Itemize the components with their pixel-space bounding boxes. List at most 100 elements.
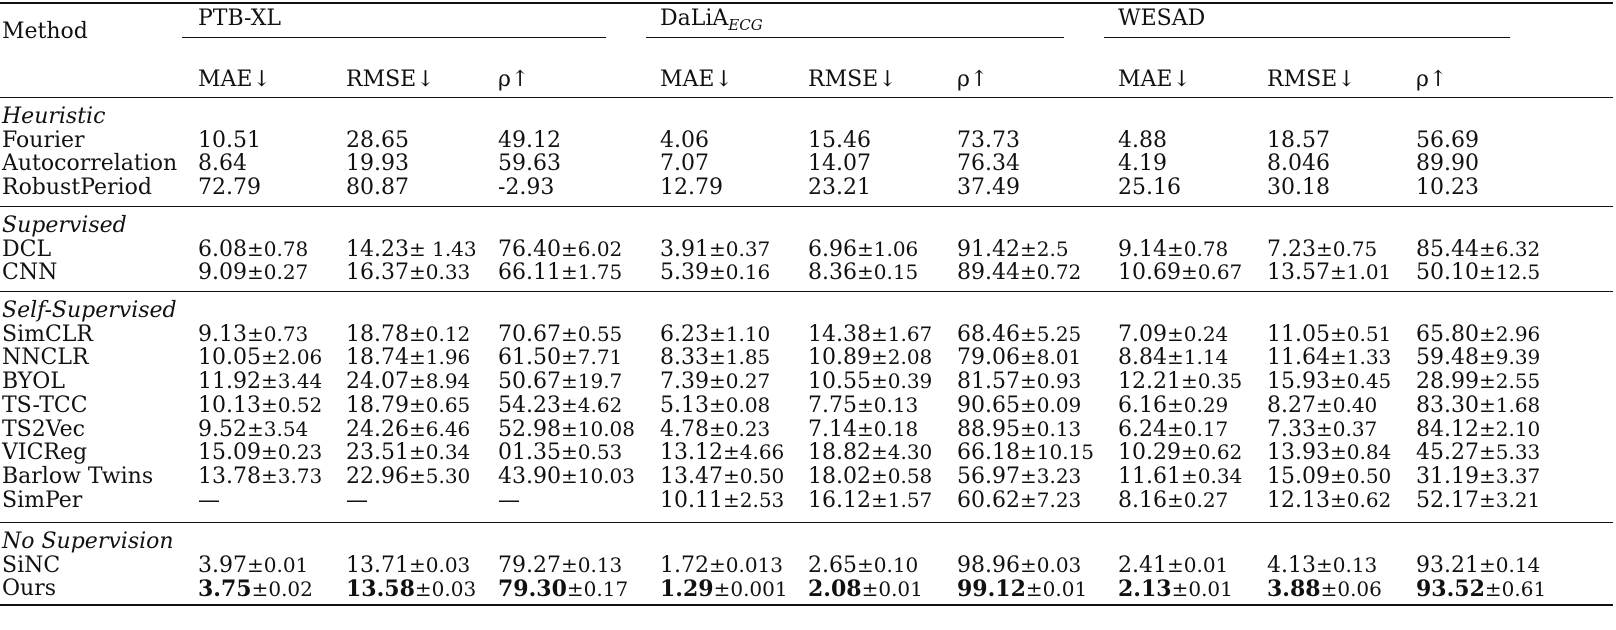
table-cell: 10.13±0.52 — [198, 392, 322, 418]
cell-value: 99.12 — [957, 576, 1026, 603]
cell-std: ±0.09 — [1019, 392, 1082, 417]
cell-value: 1.72 — [660, 552, 709, 578]
metric-header: MAE↓ — [660, 67, 733, 92]
section-rule — [0, 291, 1613, 292]
table-cell: 43.90±10.03 — [498, 463, 635, 488]
table-cell: 4.78±0.23 — [660, 418, 770, 441]
cell-value: 13.57 — [1267, 260, 1330, 286]
method-name: TS2Vec — [2, 416, 85, 442]
table-cell: 93.52±0.61 — [1416, 578, 1546, 601]
table-cell: 19.93 — [346, 153, 409, 175]
section-title: Supervised — [2, 213, 127, 238]
cell-std: ±1.68 — [1478, 392, 1541, 417]
cell-std: ±1.33 — [1329, 345, 1392, 370]
method-name: Autocorrelation — [2, 151, 178, 177]
cell-value: 76.40 — [498, 236, 561, 262]
section-title: Self-Supervised — [2, 298, 177, 323]
cell-std: ±1.96 — [408, 345, 471, 370]
cell-std: ±0.27 — [708, 369, 771, 394]
cell-value: 68.46 — [957, 321, 1020, 347]
cell-value: 16.12 — [808, 487, 871, 513]
cell-std: ±2.06 — [260, 345, 323, 370]
cell-value: 13.12 — [660, 440, 723, 466]
group-header-dalia-label: DaLiA — [660, 6, 729, 31]
cell-std: ±2.10 — [1478, 416, 1541, 441]
cell-value: 24.07 — [346, 369, 409, 395]
cell-std: ±0.01 — [861, 577, 923, 602]
cell-value: 8.64 — [198, 151, 247, 177]
table-cell: 31.19±3.37 — [1416, 463, 1540, 489]
table-cell: 18.74±1.96 — [346, 347, 470, 369]
cell-std: ±1.85 — [708, 345, 771, 370]
table-cell: 9.13±0.73 — [198, 323, 308, 346]
cell-value: 9.09 — [198, 260, 247, 286]
cell-std: ±6.02 — [560, 236, 623, 261]
table-cell: 2.13±0.01 — [1118, 578, 1233, 601]
cell-value: 93.21 — [1416, 552, 1479, 578]
cell-value: 31.19 — [1416, 463, 1479, 489]
cell-value: 15.09 — [198, 440, 261, 466]
table-cell: 56.69 — [1416, 127, 1479, 153]
cell-std: ±2.55 — [1478, 369, 1541, 394]
table-cell: 4.19 — [1118, 153, 1167, 175]
cell-value: 66.11 — [498, 260, 561, 286]
cell-value: 52.98 — [498, 416, 561, 442]
cell-value: 10.89 — [808, 345, 871, 371]
table-cell: 6.23±1.10 — [660, 323, 770, 346]
cell-value: 70.67 — [498, 321, 561, 347]
method-name: NNCLR — [2, 345, 89, 371]
cell-std: ±12.5 — [1478, 260, 1541, 285]
table-cell: 13.78±3.73 — [198, 463, 323, 488]
table-cell: 61.50±7.71 — [498, 347, 622, 369]
cell-value: 12.79 — [660, 175, 723, 201]
table-cell: 11.92±3.44 — [198, 371, 322, 393]
cell-std: ±5.33 — [1478, 440, 1541, 465]
table-cell: 24.26±6.46 — [346, 418, 470, 441]
cell-std: ±1.01 — [1329, 260, 1392, 285]
cell-value: 88.95 — [957, 416, 1020, 442]
table-cell: 6.96±1.06 — [808, 236, 919, 261]
cell-std: ±1.06 — [856, 236, 919, 261]
cell-value: 25.16 — [1118, 175, 1181, 201]
cell-value: 8.16 — [1118, 487, 1167, 513]
table-cell: 9.52±3.54 — [198, 416, 309, 441]
cell-value: 7.33 — [1267, 416, 1316, 442]
table-cell: 15.09±0.23 — [198, 442, 322, 464]
table-cell: 1.29±0.001 — [660, 578, 788, 601]
cell-value: — — [198, 487, 220, 513]
metric-header: RMSE↓ — [346, 67, 435, 92]
method-name: RobustPeriod — [2, 175, 152, 201]
cell-value: — — [498, 487, 520, 513]
table-cell: 85.44±6.32 — [1416, 238, 1540, 261]
table-cell: 8.36±0.15 — [808, 262, 918, 284]
cell-value: 56.69 — [1416, 127, 1479, 153]
table-cell: 7.75±0.13 — [808, 394, 918, 417]
table-cell: 88.95±0.13 — [957, 416, 1081, 442]
table-cell: 7.14±0.18 — [808, 416, 918, 442]
cell-std: ±0.62 — [1180, 440, 1243, 465]
cell-value: 91.42 — [957, 236, 1020, 262]
cell-std: ±3.21 — [1478, 487, 1541, 512]
table-cell: — — [198, 487, 220, 513]
cell-value: 37.49 — [957, 175, 1020, 201]
cell-value: 01.35 — [498, 440, 561, 466]
cell-value: 11.64 — [1267, 345, 1330, 371]
cell-value: 10.11 — [660, 487, 723, 513]
table-cell: 2.08±0.01 — [808, 578, 923, 601]
cell-value: 61.50 — [498, 345, 561, 371]
cell-std: ±10.03 — [560, 463, 635, 488]
table-cell: 79.06±8.01 — [957, 347, 1081, 369]
table-cell: 12.13±0.62 — [1267, 489, 1391, 512]
cell-std: ±3.54 — [246, 416, 309, 441]
method-name: SiNC — [2, 552, 61, 578]
cell-value: 18.57 — [1267, 127, 1330, 153]
table-cell: 4.13±0.13 — [1267, 554, 1377, 577]
cell-value: 10.13 — [198, 392, 261, 418]
table-cell: 84.12±2.10 — [1416, 416, 1541, 441]
cell-std: ±3.73 — [260, 463, 323, 488]
cell-value: 7.14 — [808, 416, 857, 442]
cell-value: 4.19 — [1118, 151, 1167, 177]
table-cell: 4.06 — [660, 129, 709, 152]
cell-value: 16.37 — [346, 260, 409, 286]
group-header-wesad: WESAD — [1118, 6, 1206, 31]
